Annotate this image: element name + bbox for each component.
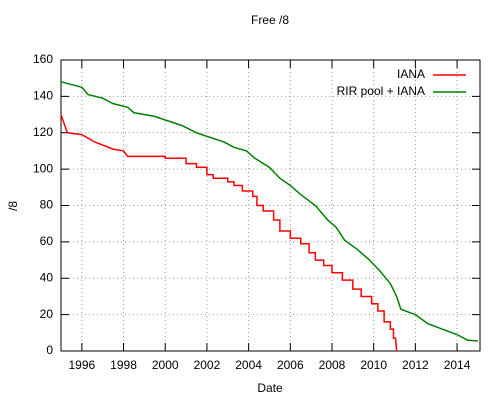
y-tick-label: 160 xyxy=(33,52,53,66)
y-tick-label: 120 xyxy=(33,125,53,139)
y-tick-label: 140 xyxy=(33,89,53,103)
x-axis-label: Date xyxy=(257,381,283,395)
y-tick-label: 0 xyxy=(46,343,53,357)
legend-label: RIR pool + IANA xyxy=(337,84,425,98)
y-tick-label: 100 xyxy=(33,161,53,175)
series-line xyxy=(60,81,478,342)
chart-title: Free /8 xyxy=(251,13,289,27)
x-tick-label: 1998 xyxy=(110,358,137,372)
series-line xyxy=(60,114,398,352)
x-tick-label: 2002 xyxy=(194,358,221,372)
legend-label: IANA xyxy=(397,67,425,81)
y-tick-label: 80 xyxy=(40,198,54,212)
x-tick-label: 2006 xyxy=(277,358,304,372)
x-tick-label: 2004 xyxy=(235,358,262,372)
y-tick-label: 40 xyxy=(40,270,54,284)
x-tick-label: 2012 xyxy=(402,358,429,372)
x-tick-label: 2010 xyxy=(360,358,387,372)
x-tick-label: 1996 xyxy=(68,358,95,372)
x-tick-label: 2000 xyxy=(152,358,179,372)
x-tick-label: 2014 xyxy=(444,358,471,372)
y-tick-label: 60 xyxy=(40,234,54,248)
y-axis-label: /8 xyxy=(6,201,20,211)
y-tick-label: 20 xyxy=(40,307,54,321)
x-tick-label: 2008 xyxy=(319,358,346,372)
plot-frame xyxy=(60,59,481,352)
